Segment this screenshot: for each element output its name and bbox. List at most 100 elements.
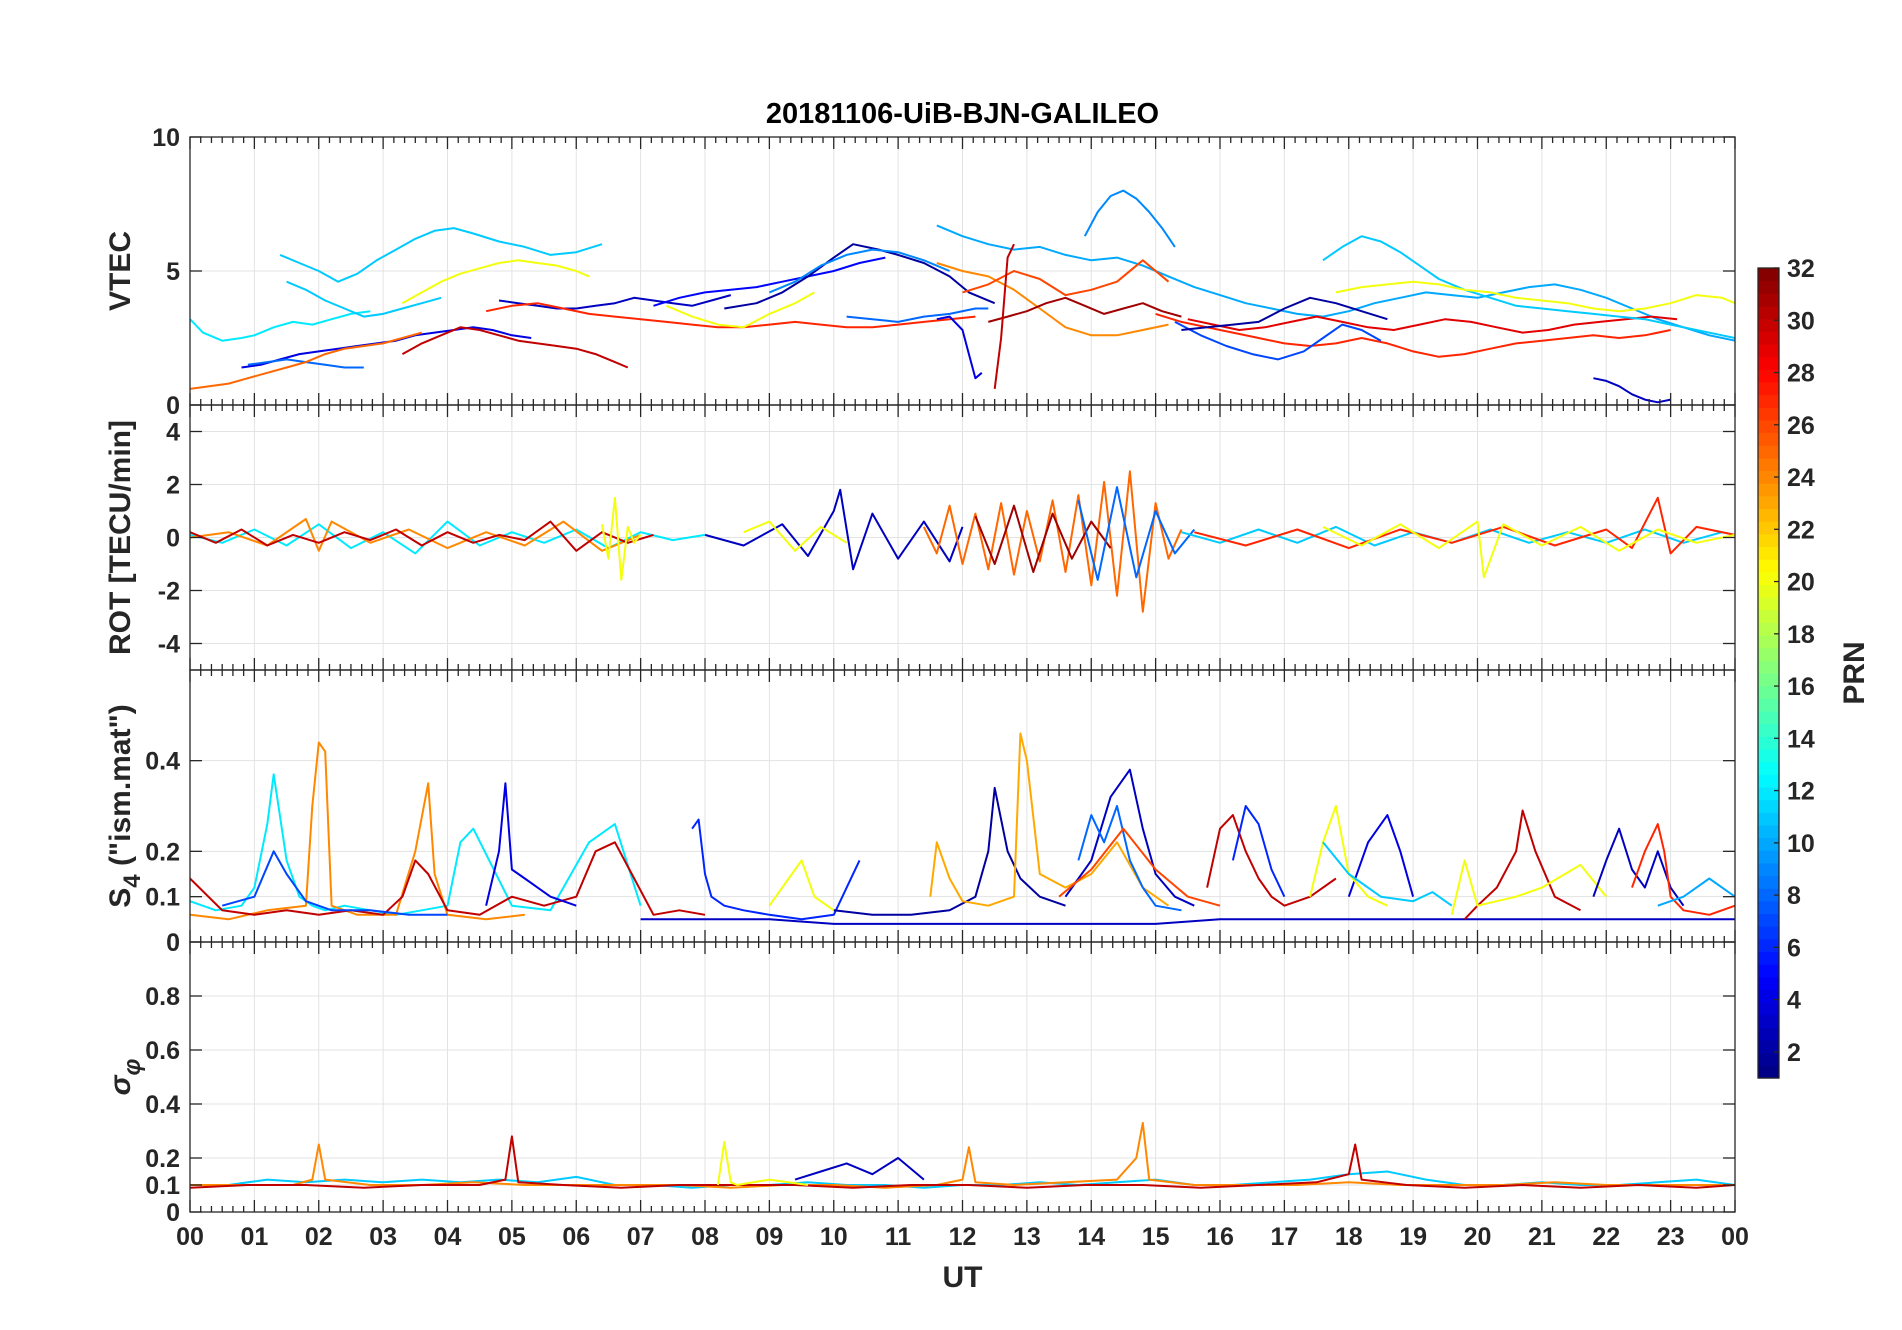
colorbar-segment xyxy=(1758,609,1779,623)
series-line-prn-4 xyxy=(1347,814,1415,898)
colorbar-segment xyxy=(1758,698,1779,712)
x-tick-label: 18 xyxy=(1335,1223,1363,1251)
series-line-prn-20 xyxy=(1322,520,1735,579)
colorbar-segment xyxy=(1758,837,1779,851)
series-line-prn-20 xyxy=(716,1140,809,1186)
colorbar-segment xyxy=(1758,913,1779,927)
x-tick-label: 17 xyxy=(1270,1223,1298,1251)
series-line-prn-3 xyxy=(1064,768,1195,907)
series-line-prn-30 xyxy=(190,520,654,552)
series-line-prn-4 xyxy=(241,326,532,369)
y-tick-label: 4 xyxy=(166,419,180,447)
colorbar-segment xyxy=(1758,774,1779,788)
colorbar-segment xyxy=(1758,381,1779,396)
colorbar-segment xyxy=(1758,938,1779,953)
series-group xyxy=(190,732,1735,925)
colorbar-segment xyxy=(1758,989,1779,1003)
colorbar-tick-label: 28 xyxy=(1787,360,1815,388)
x-tick-label: 21 xyxy=(1528,1223,1556,1251)
series-group xyxy=(190,1121,1735,1189)
colorbar-tick-label: 16 xyxy=(1787,673,1815,701)
series-line-prn-8 xyxy=(1077,805,1182,912)
panel-4: 00.10.2 0.4 0.6 0.8 σφ xyxy=(104,941,1736,1227)
y-tick-label: 0 xyxy=(166,525,180,553)
x-tick-label: 16 xyxy=(1206,1223,1234,1251)
x-tick-label: 09 xyxy=(755,1223,783,1251)
colorbar-tick-label: 6 xyxy=(1787,934,1801,962)
colorbar-segment xyxy=(1758,761,1779,775)
colorbar-segment xyxy=(1758,280,1779,294)
colorbar-segment xyxy=(1758,508,1779,522)
y-tick-label: 0.1 xyxy=(145,1172,180,1200)
colorbar-segment xyxy=(1758,369,1779,383)
colorbar-frame xyxy=(1757,267,1780,1079)
y-tick-label: 0 xyxy=(166,929,180,957)
series-line-prn-10 xyxy=(1657,877,1735,907)
series-line-prn-27 xyxy=(1631,823,1735,916)
series-line-prn-30 xyxy=(190,841,706,916)
x-tick-label: 00 xyxy=(1721,1223,1749,1251)
x-tick-label: 15 xyxy=(1142,1223,1170,1251)
colorbar-segment xyxy=(1758,1027,1779,1041)
colorbar-segment xyxy=(1758,900,1779,915)
x-tick-label: 20 xyxy=(1464,1223,1492,1251)
series-line-prn-26 xyxy=(962,259,1170,297)
y-tick-label: 0.1 xyxy=(145,884,180,912)
y-axis-label-main: S xyxy=(104,888,137,908)
y-axis-label: σφ xyxy=(104,1058,146,1095)
series-line-prn-9 xyxy=(1083,189,1176,248)
series-line-prn-20 xyxy=(768,859,835,912)
colorbar-segment xyxy=(1758,571,1779,586)
y-tick-label: 0.4 xyxy=(145,748,180,776)
colorbar-segment xyxy=(1758,1065,1779,1079)
colorbar-tick-label: 2 xyxy=(1787,1039,1801,1067)
y-axis-label-subscript: 4 xyxy=(119,874,146,888)
y-tick-label: 2 xyxy=(166,472,180,500)
colorbar-segment xyxy=(1758,495,1779,510)
y-tick-label: -4 xyxy=(158,631,180,659)
x-tick-label: 00 xyxy=(176,1223,204,1251)
series-line-prn-30 xyxy=(1463,809,1581,920)
colorbar-segment xyxy=(1758,862,1779,877)
y-tick-label: 0.2 xyxy=(145,838,180,866)
colorbar-segment xyxy=(1758,559,1779,573)
colorbar-segment xyxy=(1758,1002,1779,1016)
series-line-prn-20 xyxy=(1335,280,1735,313)
series-line-prn-25 xyxy=(923,470,1183,613)
colorbar-segment xyxy=(1758,622,1779,636)
colorbar-tick-label: 24 xyxy=(1787,464,1815,492)
series-line-prn-3 xyxy=(1593,377,1671,404)
x-tick-label: 12 xyxy=(949,1223,977,1251)
series-line-prn-30 xyxy=(1206,814,1337,907)
colorbar-segment xyxy=(1758,976,1779,991)
series-line-prn-20 xyxy=(1450,859,1608,916)
series-line-prn-4 xyxy=(485,782,577,907)
y-tick-label: 0.8 xyxy=(145,983,180,1011)
series-line-prn-7 xyxy=(221,850,448,916)
colorbar-segment xyxy=(1758,710,1779,725)
series-line-prn-2 xyxy=(833,786,1066,916)
colorbar-segment xyxy=(1758,457,1779,472)
series-line-prn-20 xyxy=(1309,805,1388,907)
x-tick-label: 14 xyxy=(1077,1223,1105,1251)
colorbar-segment xyxy=(1758,1040,1779,1054)
series-line-prn-31 xyxy=(974,504,1112,573)
colorbar-segment xyxy=(1758,293,1779,307)
x-tick-label: 02 xyxy=(305,1223,333,1251)
series-line-prn-10 xyxy=(936,224,1735,342)
colorbar-segment xyxy=(1758,635,1779,649)
colorbar-segment xyxy=(1758,673,1779,687)
colorbar-segment xyxy=(1758,356,1779,370)
y-tick-label: 0 xyxy=(166,392,180,420)
colorbar-tick-label: 8 xyxy=(1787,882,1801,910)
x-axis: 00 01 02 03 04 05 06 07 08 09 10 11 12 13 14 15 16 17 18 19… xyxy=(176,1223,1749,1251)
series-line-prn-11 xyxy=(1322,841,1453,907)
colorbar-tick-label: 26 xyxy=(1787,412,1815,440)
x-tick-label: 10 xyxy=(820,1223,848,1251)
x-axis-label: UT xyxy=(943,1261,983,1294)
series-line-prn-9 xyxy=(769,248,950,294)
series-line-prn-6 xyxy=(1231,805,1286,898)
colorbar-segment xyxy=(1758,432,1779,446)
